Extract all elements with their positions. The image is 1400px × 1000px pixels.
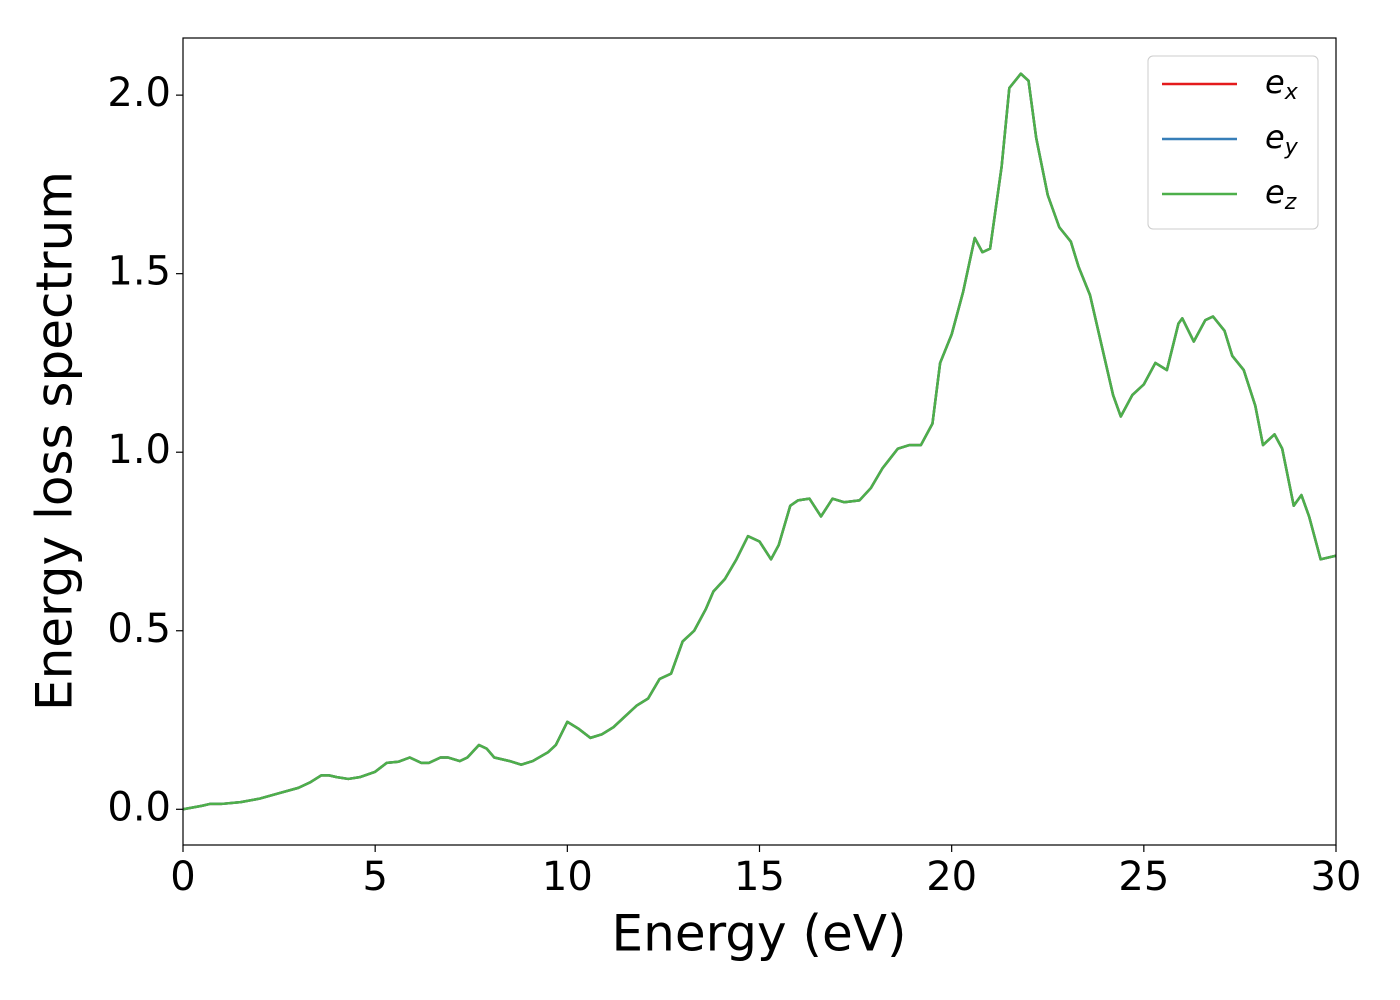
x-tick-label: 30	[1311, 854, 1362, 900]
x-axis-label: Energy (eV)	[612, 905, 907, 963]
x-tick-label: 25	[1118, 854, 1169, 900]
y-tick-label: 1.5	[107, 249, 171, 295]
y-tick-label: 2.0	[107, 70, 171, 116]
y-tick-label: 0.0	[107, 784, 171, 830]
y-tick-label: 0.5	[107, 606, 171, 652]
legend-box	[1147, 55, 1319, 230]
x-tick-label: 15	[734, 854, 785, 900]
y-tick-label: 1.0	[107, 427, 171, 473]
legend-label: ez	[1265, 173, 1297, 215]
legend-label: ex	[1265, 63, 1299, 105]
plot-frame	[182, 37, 1337, 846]
x-tick-label: 10	[542, 854, 593, 900]
x-tick-label: 20	[926, 854, 977, 900]
x-tick-label: 5	[362, 854, 387, 900]
data-line	[183, 72, 1336, 811]
y-axis-label: Energy loss spectrum	[26, 171, 84, 711]
legend-label: ey	[1265, 118, 1299, 160]
x-tick-label: 0	[170, 854, 195, 900]
